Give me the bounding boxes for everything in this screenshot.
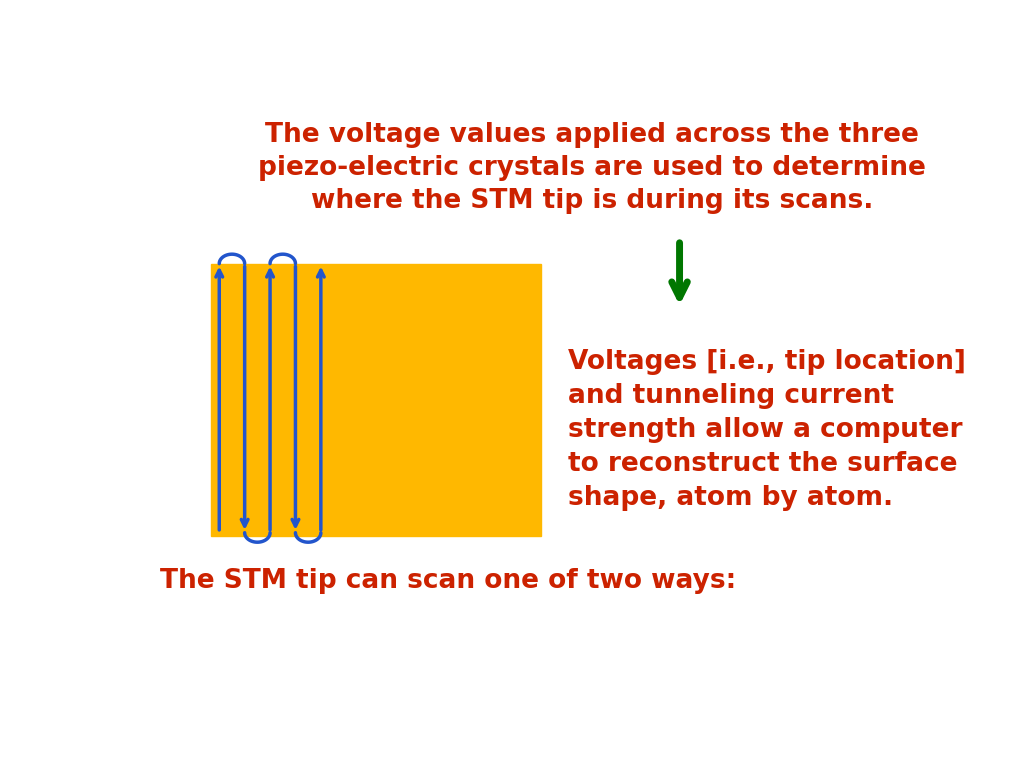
- Text: Voltages [i.e., tip location]
and tunneling current
strength allow a computer
to: Voltages [i.e., tip location] and tunnel…: [568, 349, 967, 511]
- Text: The voltage values applied across the three
piezo-electric crystals are used to : The voltage values applied across the th…: [258, 121, 926, 214]
- Bar: [211, 263, 541, 536]
- Text: The STM tip can scan one of two ways:: The STM tip can scan one of two ways:: [160, 568, 736, 594]
